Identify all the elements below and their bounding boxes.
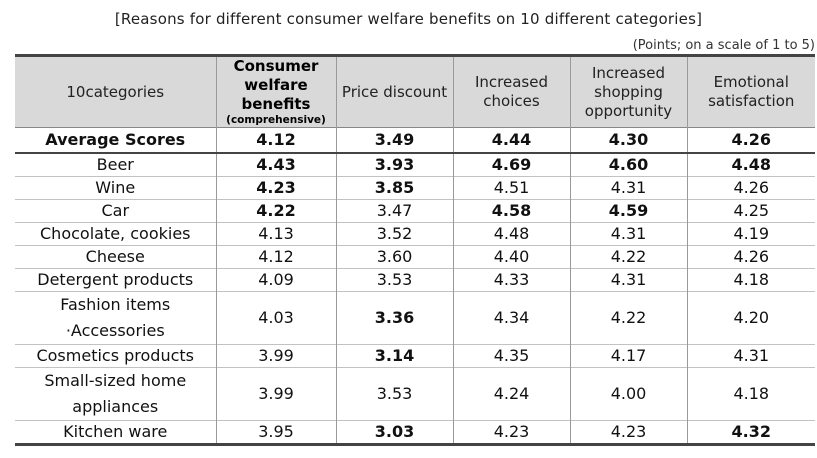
cell-price: 3.47 (335, 199, 453, 223)
header-welfare: Consumer welfare benefits (comprehensive… (215, 55, 336, 128)
cell-welfare: 4.23 (215, 176, 336, 200)
cell-shopping: 4.17 (569, 344, 687, 368)
cell-category: Average Scores (15, 127, 216, 154)
cell-price: 3.36 (335, 291, 453, 345)
header-row: 10categories Consumer welfare benefits (… (15, 55, 815, 128)
table-row: Wine 4.23 3.85 4.51 4.31 4.26 (15, 176, 815, 200)
header-choices: Increased choices (452, 55, 570, 128)
cell-shopping: 4.30 (569, 127, 687, 154)
table-row: Beer 4.43 3.93 4.69 4.60 4.48 (15, 152, 815, 177)
table-row: Average Scores 4.12 3.49 4.44 4.30 4.26 (15, 127, 815, 154)
cell-price: 3.52 (335, 222, 453, 246)
cell-category: Car (15, 199, 216, 223)
cell-choices: 4.40 (452, 245, 570, 269)
cell-shopping: 4.60 (569, 152, 687, 177)
cell-welfare: 4.12 (215, 245, 336, 269)
cell-welfare: 3.99 (215, 344, 336, 368)
cell-emotional: 4.26 (686, 245, 815, 269)
cell-welfare: 4.13 (215, 222, 336, 246)
cell-category: Beer (15, 152, 216, 177)
cell-emotional: 4.26 (686, 127, 815, 154)
scale-note: (Points; on a scale of 1 to 5) (632, 38, 815, 53)
cell-choices: 4.69 (452, 152, 570, 177)
cell-welfare: 4.43 (215, 152, 336, 177)
cell-shopping: 4.31 (569, 222, 687, 246)
cell-shopping: 4.31 (569, 176, 687, 200)
cell-choices: 4.51 (452, 176, 570, 200)
header-price: Price discount (335, 55, 453, 128)
cell-choices: 4.58 (452, 199, 570, 223)
header-welfare-main: Consumer welfare benefits (233, 57, 319, 113)
table-row: Small-sized home appliances 3.99 3.53 4.… (15, 367, 815, 421)
cell-price: 3.53 (335, 268, 453, 292)
table-row: Chocolate, cookies 4.13 3.52 4.48 4.31 4… (15, 222, 815, 246)
table-row: Fashion items ·Accessories 4.03 3.36 4.3… (15, 291, 815, 345)
header-shopping: Increased shopping opportunity (569, 55, 687, 128)
cell-category: Kitchen ware (15, 420, 216, 445)
cell-category: Chocolate, cookies (15, 222, 216, 246)
cell-price: 3.60 (335, 245, 453, 269)
cell-shopping: 4.00 (569, 367, 687, 421)
table-row: Kitchen ware 3.95 3.03 4.23 4.23 4.32 (15, 420, 815, 445)
cell-emotional: 4.18 (686, 268, 815, 292)
cell-welfare: 4.03 (215, 291, 336, 345)
cell-emotional: 4.20 (686, 291, 815, 345)
cell-emotional: 4.25 (686, 199, 815, 223)
header-welfare-sub: (comprehensive) (226, 114, 326, 126)
cell-shopping: 4.22 (569, 245, 687, 269)
cell-choices: 4.23 (452, 420, 570, 445)
cell-choices: 4.34 (452, 291, 570, 345)
header-category: 10categories (15, 55, 216, 128)
cell-welfare: 4.22 (215, 199, 336, 223)
table-row: Car 4.22 3.47 4.58 4.59 4.25 (15, 199, 815, 223)
cell-category: Wine (15, 176, 216, 200)
cell-category: Cheese (15, 245, 216, 269)
cell-emotional: 4.18 (686, 367, 815, 421)
cell-price: 3.14 (335, 344, 453, 368)
cell-price: 3.03 (335, 420, 453, 445)
cell-emotional: 4.31 (686, 344, 815, 368)
cell-price: 3.53 (335, 367, 453, 421)
cell-shopping: 4.23 (569, 420, 687, 445)
cell-choices: 4.24 (452, 367, 570, 421)
table-row: Detergent products 4.09 3.53 4.33 4.31 4… (15, 268, 815, 292)
welfare-table: 10categories Consumer welfare benefits (… (15, 54, 815, 446)
header-emotional: Emotional satisfaction (686, 55, 815, 128)
cell-price: 3.49 (335, 127, 453, 154)
cell-shopping: 4.31 (569, 268, 687, 292)
cell-welfare: 4.12 (215, 127, 336, 154)
cell-shopping: 4.59 (569, 199, 687, 223)
table-row: Cosmetics products 3.99 3.14 4.35 4.17 4… (15, 344, 815, 368)
cell-choices: 4.44 (452, 127, 570, 154)
table-title: [Reasons for different consumer welfare … (114, 10, 703, 28)
cell-category: Fashion items ·Accessories (15, 291, 216, 345)
cell-welfare: 3.95 (215, 420, 336, 445)
cell-emotional: 4.48 (686, 152, 815, 177)
cell-welfare: 4.09 (215, 268, 336, 292)
cell-category: Cosmetics products (15, 344, 216, 368)
cell-category: Small-sized home appliances (15, 367, 216, 421)
cell-emotional: 4.19 (686, 222, 815, 246)
cell-choices: 4.33 (452, 268, 570, 292)
cell-choices: 4.35 (452, 344, 570, 368)
cell-welfare: 3.99 (215, 367, 336, 421)
cell-emotional: 4.26 (686, 176, 815, 200)
cell-emotional: 4.32 (686, 420, 815, 445)
table-row: Cheese 4.12 3.60 4.40 4.22 4.26 (15, 245, 815, 269)
cell-choices: 4.48 (452, 222, 570, 246)
cell-category: Detergent products (15, 268, 216, 292)
cell-shopping: 4.22 (569, 291, 687, 345)
cell-price: 3.93 (335, 152, 453, 177)
cell-price: 3.85 (335, 176, 453, 200)
